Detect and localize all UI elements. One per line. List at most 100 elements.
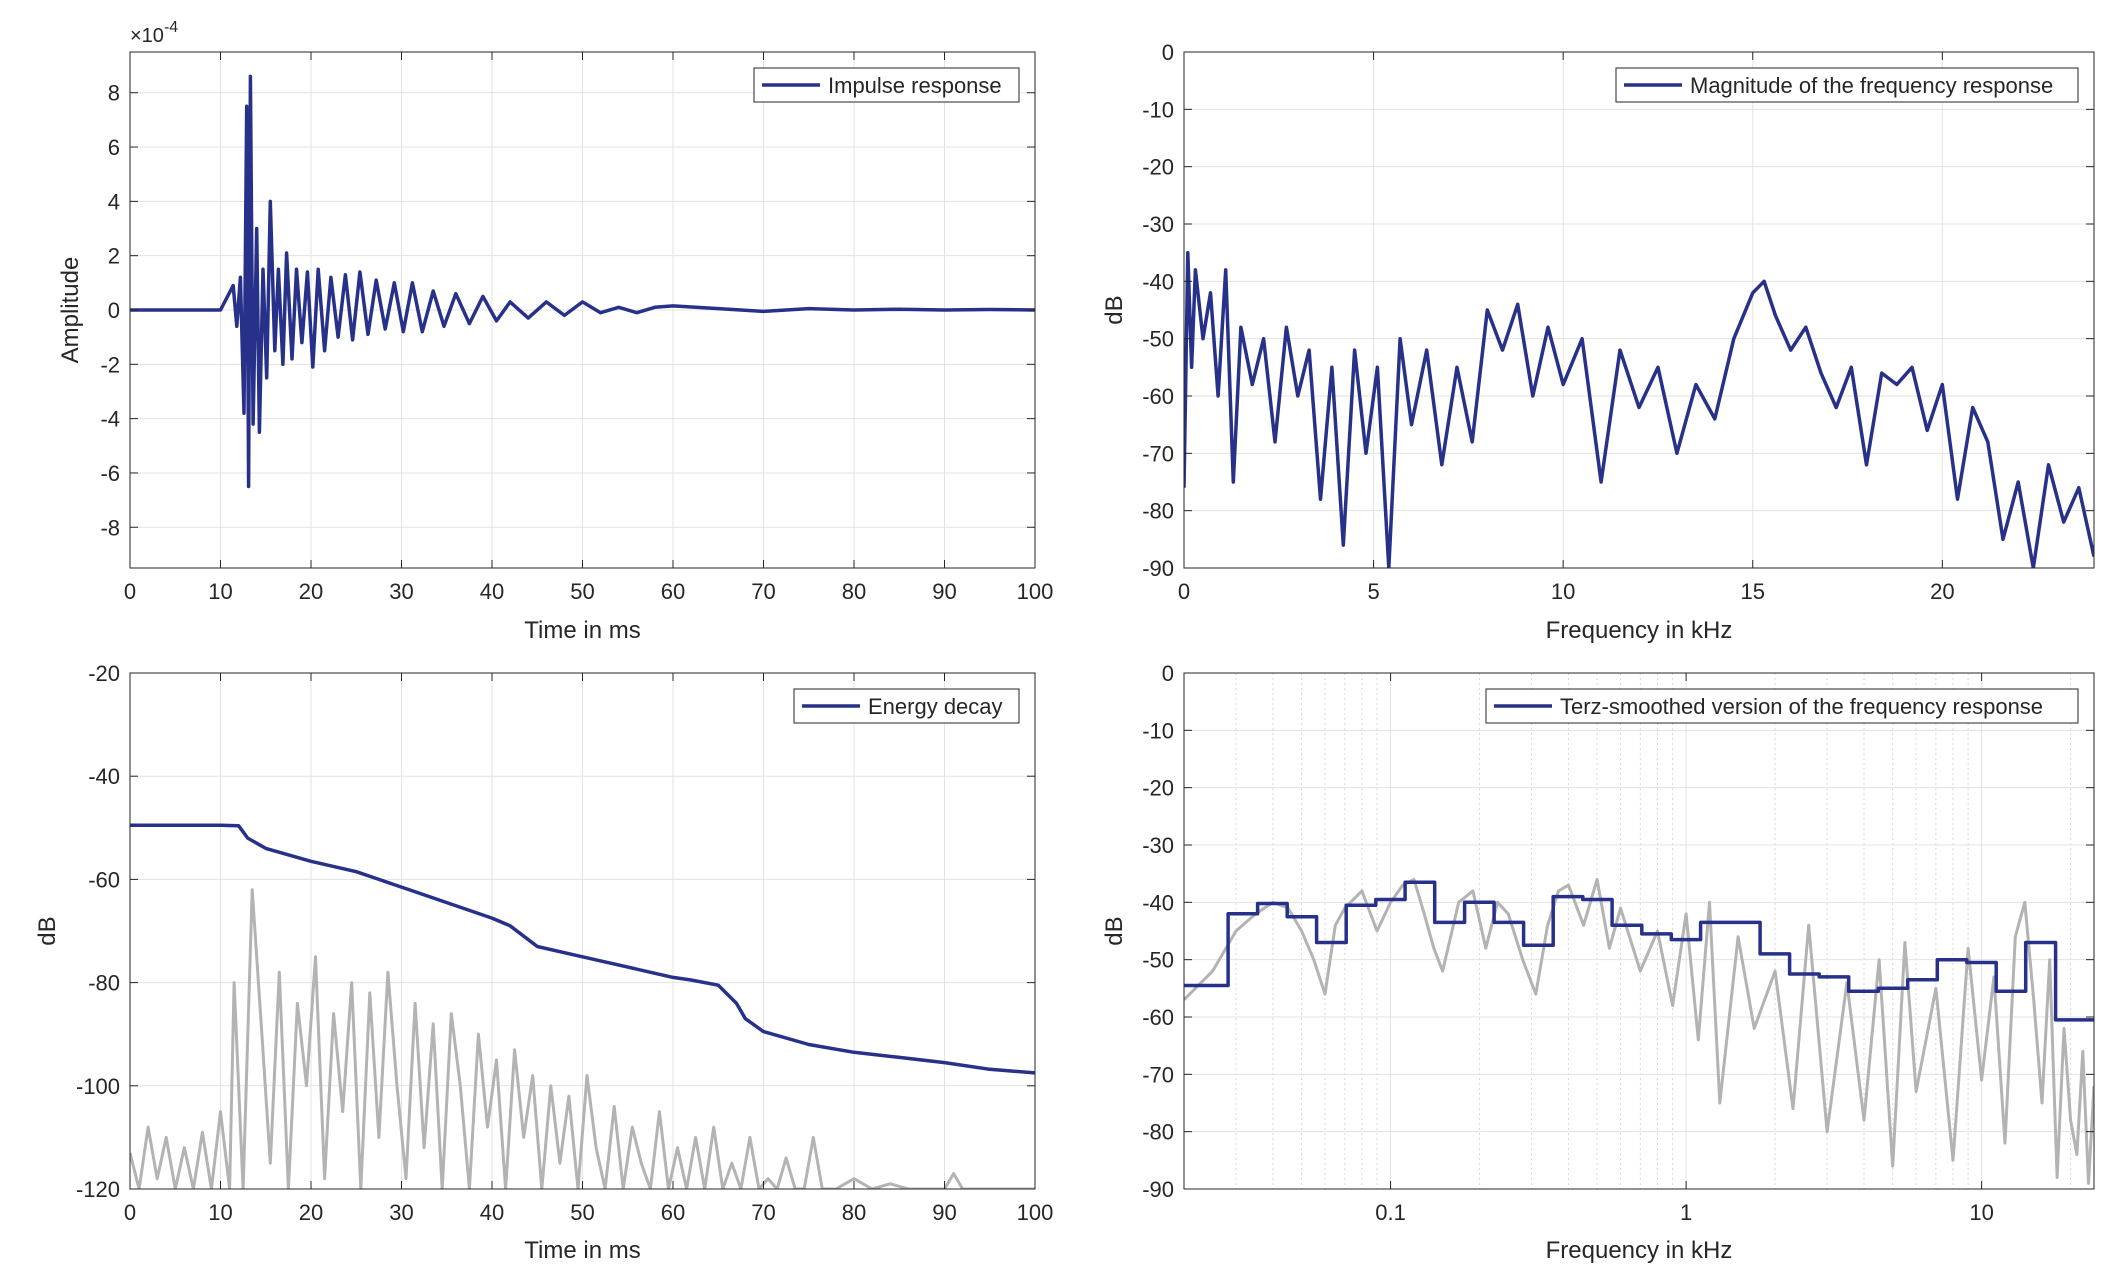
magnitude-x-tick-label: 5 [1367, 579, 1379, 604]
terz-y-tick-label: -20 [1142, 776, 1174, 801]
terz-x-tick-label: 0.1 [1375, 1200, 1406, 1225]
decay-y-tick-label: -40 [88, 764, 120, 789]
decay-y-axis-label: dB [34, 916, 61, 945]
terz-legend-label: Terz-smoothed version of the frequency r… [1560, 694, 2043, 719]
terz-x-tick-label: 10 [1969, 1200, 1993, 1225]
impulse-y-tick-label: 2 [108, 244, 120, 269]
decay-axes: 0 10 20 30 40 50 60 70 80 90 100 -20 -40 -60 -80 -100 -1… [34, 661, 1053, 1264]
magnitude-x-tick-label: 15 [1741, 579, 1765, 604]
decay-x-tick-label: 90 [932, 1200, 956, 1225]
terz-x-tick-label: 1 [1680, 1200, 1692, 1225]
impulse-series-line [130, 74, 1035, 489]
magnitude-y-tick-label: -80 [1142, 499, 1174, 524]
terz-background-line [1184, 877, 2094, 1185]
magnitude-y-tick-label: -50 [1142, 327, 1174, 352]
decay-x-tick-label: 40 [480, 1200, 504, 1225]
impulse-y-tick-label: -4 [100, 407, 120, 432]
magnitude-legend-label: Magnitude of the frequency response [1690, 73, 2053, 98]
magnitude-axes-box [1183, 51, 2095, 569]
impulse-y-tick-label: -6 [100, 461, 120, 486]
decay-legend: Energy decay [793, 688, 1020, 724]
decay-x-tick-label: 50 [570, 1200, 594, 1225]
decay-background-line [130, 888, 1035, 1189]
magnitude-series-group [1184, 250, 2094, 568]
terz-y-tick-label: -60 [1142, 1005, 1174, 1030]
decay-series-line [130, 823, 1035, 1075]
decay-x-tick-label: 30 [389, 1200, 413, 1225]
terz-y-tick-label: -30 [1142, 833, 1174, 858]
terz-grid [1184, 672, 2094, 1190]
impulse-x-tick-label: 0 [124, 579, 136, 604]
magnitude-y-tick-label: -70 [1142, 441, 1174, 466]
impulse-y-tick-label: -8 [100, 515, 120, 540]
magnitude-y-tick-label: -60 [1142, 384, 1174, 409]
impulse-y-tick-label: 6 [108, 135, 120, 160]
decay-y-tick-label: -20 [88, 661, 120, 686]
decay-x-tick-label: 70 [751, 1200, 775, 1225]
impulse-x-tick-label: 100 [1017, 579, 1054, 604]
impulse-x-axis-label: Time in ms [524, 617, 640, 644]
impulse-legend: Impulse response [753, 67, 1020, 103]
decay-y-tick-label: -80 [88, 971, 120, 996]
impulse-x-tick-label: 50 [570, 579, 594, 604]
impulse-x-tick-label: 30 [389, 579, 413, 604]
terz-legend-box [1485, 688, 2079, 724]
magnitude-x-tick-label: 0 [1178, 579, 1190, 604]
impulse-x-tick-label: 10 [208, 579, 232, 604]
magnitude-x-tick-label: 20 [1930, 579, 1954, 604]
impulse-y-tick-label: 0 [108, 298, 120, 323]
impulse-x-tick-label: 20 [299, 579, 323, 604]
impulse-x-tick-label: 70 [751, 579, 775, 604]
terz-y-tick-label: -70 [1142, 1062, 1174, 1087]
decay-x-tick-label: 80 [842, 1200, 866, 1225]
magnitude-legend: Magnitude of the frequency response [1615, 67, 2079, 103]
magnitude-series-line [1184, 250, 2094, 568]
magnitude-y-tick-label: -40 [1142, 269, 1174, 294]
impulse-x-tick-label: 40 [480, 579, 504, 604]
decay-x-axis-label: Time in ms [524, 1237, 640, 1264]
magnitude-y-tick-label: -90 [1142, 556, 1174, 581]
impulse-y-tick-label: 8 [108, 81, 120, 106]
impulse-x-tick-label: 60 [661, 579, 685, 604]
impulse-y-tick-label: -2 [100, 352, 120, 377]
magnitude-legend-box [1615, 67, 2079, 103]
terz-y-tick-label: -80 [1142, 1120, 1174, 1145]
decay-y-tick-label: -60 [88, 867, 120, 892]
impulse-legend-label: Impulse response [828, 73, 1002, 98]
terz-series-group [1184, 877, 2094, 1185]
terz-axes-box [1183, 672, 2095, 1190]
decay-legend-label: Energy decay [868, 694, 1003, 719]
impulse-axes: 0 10 20 30 40 50 60 70 80 90 100-8-6-4-202468×10-4… [57, 19, 1053, 644]
decay-x-tick-label: 20 [299, 1200, 323, 1225]
impulse-exponent-label: ×10-4 [130, 19, 178, 47]
terz-y-tick-label: -40 [1142, 890, 1174, 915]
impulse-exponent-power: -4 [164, 19, 178, 36]
terz-y-axis-label: dB [1101, 916, 1128, 945]
magnitude-y-tick-label: -30 [1142, 212, 1174, 237]
impulse-y-axis-label: Amplitude [57, 257, 84, 364]
magnitude-y-tick-label: -10 [1142, 97, 1174, 122]
terz-y-tick-label: -90 [1142, 1177, 1174, 1202]
decay-x-tick-label: 100 [1017, 1200, 1054, 1225]
terz-axes: 0.1 1 10 0 -10 -20 -30 -40 -50 -60 -70 -80 -90 Freque… [1101, 661, 2095, 1264]
magnitude-axes: 0 5 10 15 20 0 -10 -20 -30 -40 -50 -60 -70 -80 -90 Freq… [1101, 40, 2095, 644]
terz-series-line [1184, 880, 2094, 1022]
terz-y-tick-label: -50 [1142, 948, 1174, 973]
impulse-y-tick-label: 4 [108, 189, 120, 214]
terz-x-axis-label: Frequency in kHz [1546, 1237, 1733, 1264]
impulse-x-tick-label: 90 [932, 579, 956, 604]
decay-x-tick-label: 60 [661, 1200, 685, 1225]
impulse-exponent-base: ×10 [130, 25, 164, 47]
decay-y-tick-label: -120 [76, 1177, 120, 1202]
magnitude-x-tick-label: 10 [1551, 579, 1575, 604]
magnitude-y-tick-label: -20 [1142, 155, 1174, 180]
magnitude-y-axis-label: dB [1101, 295, 1128, 324]
terz-legend: Terz-smoothed version of the frequency r… [1485, 688, 2079, 724]
terz-y-tick-label: -10 [1142, 718, 1174, 743]
magnitude-x-axis-label: Frequency in kHz [1546, 617, 1733, 644]
magnitude-y-tick-label: 0 [1162, 40, 1174, 65]
decay-x-tick-label: 0 [124, 1200, 136, 1225]
impulse-x-tick-label: 80 [842, 579, 866, 604]
decay-y-tick-label: -100 [76, 1074, 120, 1099]
terz-y-tick-label: 0 [1162, 661, 1174, 686]
